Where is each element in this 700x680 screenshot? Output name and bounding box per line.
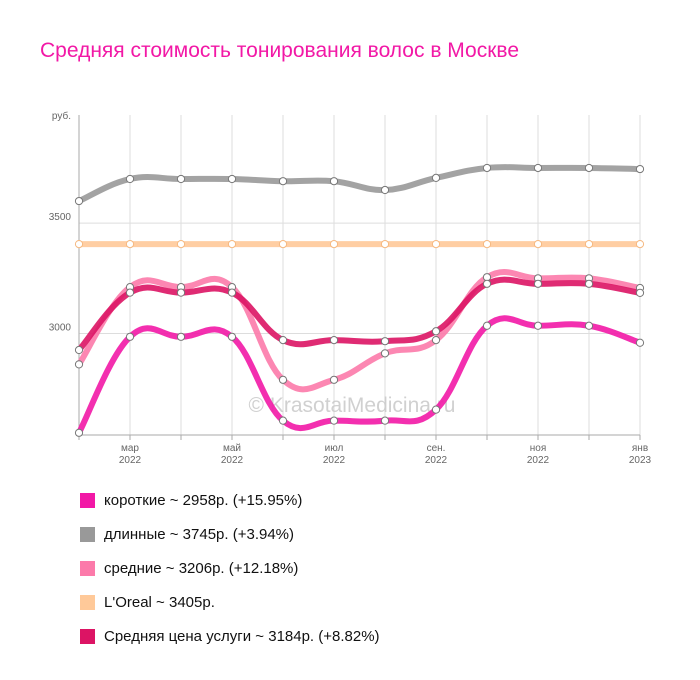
series-2-point-4[interactable] [278, 375, 288, 384]
legend-swatch-short [80, 492, 95, 508]
series-0-point-6[interactable] [380, 185, 390, 195]
series-4-point-10[interactable] [584, 321, 594, 330]
chart-title: Средняя стоимость тонирования волос в Мо… [40, 39, 520, 62]
series-1-point-11[interactable] [635, 240, 645, 249]
series-0-point-7[interactable] [431, 173, 441, 182]
y-unit-label: руб. [52, 110, 71, 122]
legend-swatch-long [80, 526, 95, 542]
series-1-point-10[interactable] [584, 240, 594, 249]
legend-label-long: длинные ~ 3745р. (+3.94%) [104, 525, 294, 543]
x-tick-year-5: 2022 [323, 455, 346, 466]
series-0-point-4[interactable] [278, 177, 288, 186]
legend-swatch-average [80, 628, 95, 644]
series-3-point-6[interactable] [380, 337, 390, 346]
legend: короткие ~ 2958р. (+15.95%) длинные ~ 37… [80, 483, 380, 653]
series-1-point-1[interactable] [125, 240, 135, 249]
series-2-point-6[interactable] [380, 349, 390, 358]
series-3-point-10[interactable] [584, 279, 594, 288]
series-2-point-0[interactable] [74, 360, 84, 369]
series-1-point-0[interactable] [74, 240, 84, 249]
series-3-point-8[interactable] [482, 279, 492, 288]
series-0-point-0[interactable] [74, 196, 84, 206]
series-4-point-5[interactable] [329, 416, 339, 425]
series-3-point-1[interactable] [125, 288, 135, 297]
series-3-point-4[interactable] [278, 336, 288, 345]
x-tick-year-3: 2022 [221, 455, 244, 466]
x-tick-year-7: 2022 [425, 455, 448, 466]
watermark: © KrasotaiMedicina.ru [249, 394, 456, 417]
series-0-point-8[interactable] [482, 163, 492, 173]
legend-item-short[interactable]: короткие ~ 2958р. (+15.95%) [80, 483, 380, 517]
x-tick-label-1: мар [121, 443, 139, 454]
series-1-point-4[interactable] [278, 240, 288, 249]
x-tick-year-1: 2022 [119, 455, 142, 466]
series-4-point-1[interactable] [125, 332, 135, 341]
series-4-point-8[interactable] [482, 321, 492, 330]
series-1-point-7[interactable] [431, 240, 441, 249]
series-3-point-9[interactable] [533, 279, 543, 288]
series-4-point-11[interactable] [635, 338, 645, 347]
series-1-point-5[interactable] [329, 240, 339, 249]
legend-swatch-medium [80, 560, 95, 576]
series-3-point-2[interactable] [176, 288, 186, 297]
series-2-point-7[interactable] [431, 336, 441, 345]
legend-label-average: Средняя цена услуги ~ 3184р. (+8.82%) [104, 627, 380, 645]
series-3-point-5[interactable] [329, 336, 339, 345]
series-2-point-8[interactable] [482, 273, 492, 282]
series-4-point-3[interactable] [227, 332, 237, 341]
x-tick-year-9: 2022 [527, 455, 550, 466]
series-0-line[interactable] [76, 164, 643, 205]
x-tick-label-3: май [223, 443, 241, 454]
x-tick-label-11: янв [632, 443, 648, 454]
x-tick-label-7: сен. [427, 443, 446, 454]
series-0-point-10[interactable] [584, 163, 594, 173]
series-0-point-5[interactable] [329, 177, 339, 186]
legend-item-loreal[interactable]: L'Oreal ~ 3405р. [80, 585, 380, 619]
x-tick-label-9: ноя [530, 443, 547, 454]
y-tick-label-3500: 3500 [49, 212, 72, 223]
series-1-point-6[interactable] [380, 240, 390, 249]
series-0-point-3[interactable] [227, 174, 237, 184]
legend-item-average[interactable]: Средняя цена услуги ~ 3184р. (+8.82%) [80, 619, 380, 653]
series-0-point-2[interactable] [176, 174, 186, 184]
series-4-point-7[interactable] [431, 405, 441, 414]
series-4-point-4[interactable] [278, 416, 288, 425]
series-3-line[interactable] [76, 276, 643, 354]
series-4-point-0[interactable] [74, 428, 84, 437]
legend-item-long[interactable]: длинные ~ 3745р. (+3.94%) [80, 517, 380, 551]
legend-label-short: короткие ~ 2958р. (+15.95%) [104, 491, 303, 509]
series-4-point-6[interactable] [380, 416, 390, 425]
x-tick-label-5: июл [325, 443, 344, 454]
line-chart: 30003500руб.мар2022май2022июл2022сен.202… [49, 110, 652, 466]
series-0-point-1[interactable] [125, 174, 135, 184]
series-3-point-7[interactable] [431, 327, 441, 336]
legend-label-loreal: L'Oreal ~ 3405р. [104, 593, 215, 611]
series-0-point-11[interactable] [635, 164, 645, 174]
series-4-point-2[interactable] [176, 332, 186, 341]
series-3-point-11[interactable] [635, 288, 645, 297]
series-4-point-9[interactable] [533, 321, 543, 330]
y-tick-label-3000: 3000 [49, 322, 72, 333]
x-tick-year-11: 2023 [629, 455, 652, 466]
series-3-point-3[interactable] [227, 288, 237, 297]
series-1-point-3[interactable] [227, 240, 237, 249]
series-1-point-9[interactable] [533, 240, 543, 249]
series-2-point-5[interactable] [329, 375, 339, 384]
legend-swatch-loreal [80, 594, 95, 610]
series-1-point-2[interactable] [176, 240, 186, 249]
series-0-point-9[interactable] [533, 163, 543, 173]
series-3-point-0[interactable] [74, 345, 84, 355]
legend-item-medium[interactable]: средние ~ 3206р. (+12.18%) [80, 551, 380, 585]
series-1-point-8[interactable] [482, 240, 492, 249]
legend-label-medium: средние ~ 3206р. (+12.18%) [104, 559, 299, 577]
